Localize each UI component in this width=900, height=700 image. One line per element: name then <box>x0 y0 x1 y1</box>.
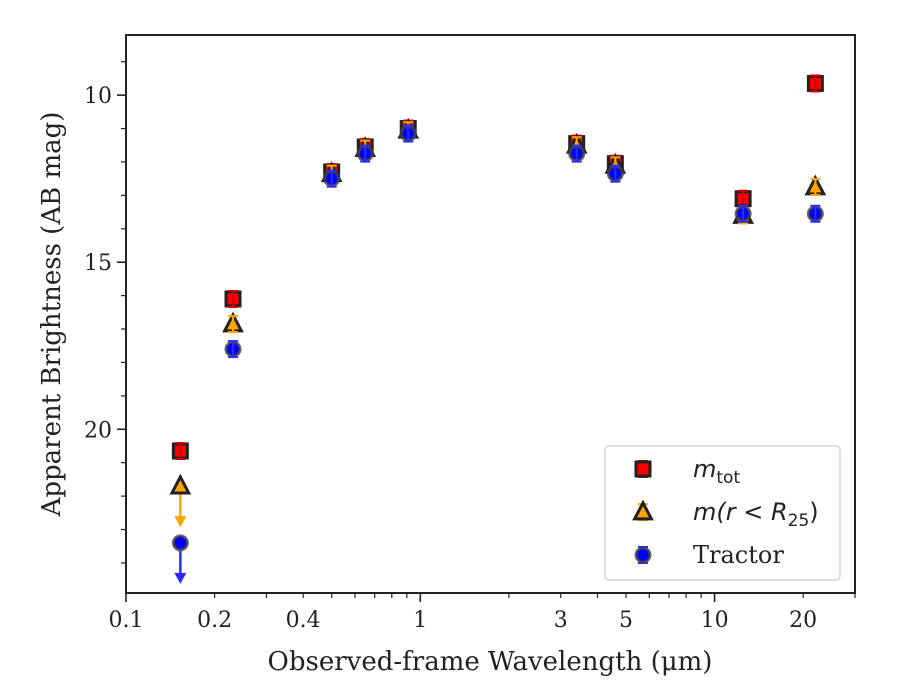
x-tick-label: 5 <box>619 608 633 633</box>
legend-label-mr25: m(r < R25) <box>693 498 819 531</box>
legend-box <box>604 445 841 581</box>
x-tick-label: 3 <box>554 608 568 633</box>
plot-area <box>169 74 827 584</box>
upper-limit-arrow <box>174 494 187 528</box>
legend-label-tractor: Tractor <box>693 541 784 569</box>
y-tick-label: 20 <box>84 418 112 443</box>
plot-frame <box>125 34 856 594</box>
series-mtot <box>171 74 824 460</box>
x-tick-label: 20 <box>789 608 817 633</box>
upper-limit-arrow-head <box>174 516 187 528</box>
upper-limit-arrow-head <box>174 572 187 584</box>
legend-label-mtot: mtot <box>693 455 740 488</box>
x-tick-label: 0.4 <box>286 608 321 633</box>
data-point-mr25 <box>169 473 192 495</box>
legend: mtot m(r < R25) Tractor <box>604 445 841 581</box>
series-tractor <box>171 124 824 584</box>
x-tick-label: 0.1 <box>109 608 144 633</box>
y-tick-label: 10 <box>84 84 112 109</box>
x-tick-label: 10 <box>701 608 729 633</box>
legend-marker-tractor <box>634 546 652 564</box>
legend-marker-mr25 <box>632 499 654 521</box>
y-axis-label: Apparent Brightness (AB mag) <box>37 112 67 518</box>
legend-marker-mtot <box>634 460 652 478</box>
y-tick-label: 15 <box>84 251 112 276</box>
upper-limit-arrow <box>174 550 187 584</box>
x-tick-label: 1 <box>413 608 427 633</box>
y-axis: 10 15 20 <box>84 61 126 564</box>
x-axis: 0.1 0.2 0.4 1 3 5 10 20 <box>109 593 856 633</box>
x-tick-label: 0.2 <box>197 608 232 633</box>
data-point-tractor <box>171 534 189 552</box>
x-axis-label: Observed-frame Wavelength (μm) <box>268 647 713 677</box>
